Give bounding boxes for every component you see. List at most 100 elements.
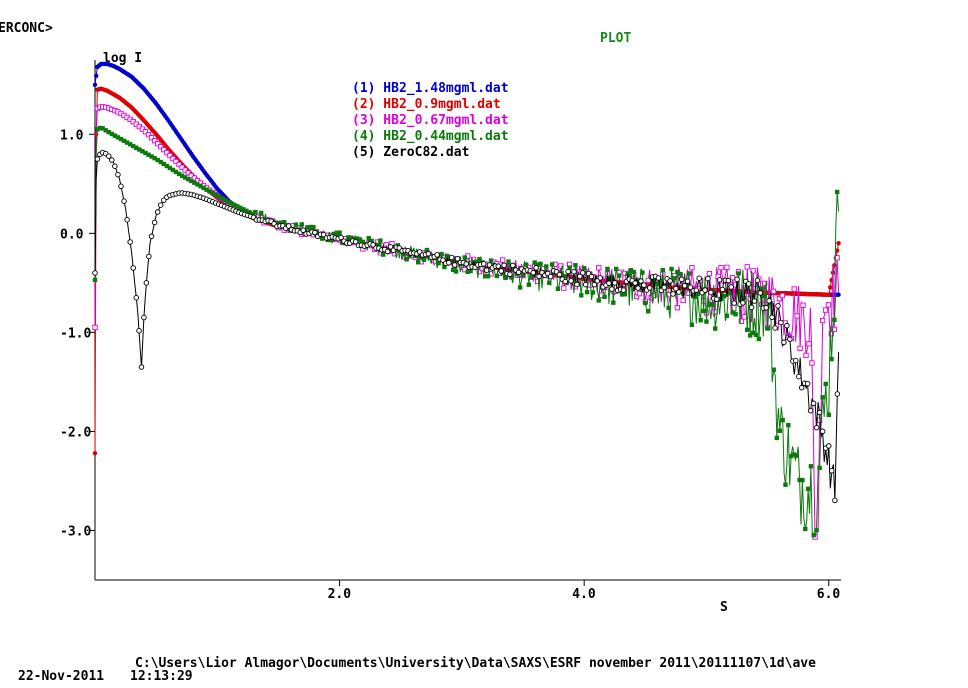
data-point (195, 182, 200, 187)
data-point (515, 269, 522, 276)
data-point (750, 330, 756, 336)
data-point (201, 185, 206, 191)
data-point (173, 158, 179, 165)
data-point (118, 183, 124, 190)
data-point (468, 268, 473, 274)
data-point (602, 294, 607, 300)
legend-entry-2: (2) HB2_0.9mgml.dat (352, 97, 501, 112)
data-point (797, 345, 803, 352)
data-point (176, 171, 182, 177)
data-point (803, 352, 809, 359)
x-axis-label: S (720, 600, 728, 615)
data-point (106, 129, 111, 135)
data-point (826, 292, 831, 297)
data-point (357, 237, 363, 242)
data-point (140, 149, 145, 154)
data-point (561, 273, 566, 279)
data-point (609, 286, 615, 292)
data-point (678, 276, 685, 283)
data-point (360, 239, 366, 245)
data-point (832, 497, 838, 504)
data-point (425, 251, 432, 257)
data-point (655, 275, 662, 281)
data-point (121, 198, 127, 204)
data-point (299, 222, 304, 227)
data-point (674, 305, 681, 311)
data-point (807, 407, 814, 414)
data-point (713, 296, 720, 303)
data-point (800, 477, 805, 483)
data-point (494, 273, 500, 279)
data-point (124, 216, 130, 223)
data-point (498, 268, 504, 274)
data-point (657, 278, 663, 283)
data-point (285, 223, 292, 229)
data-point (631, 269, 636, 275)
data-point (401, 251, 406, 257)
data-point (787, 336, 793, 342)
data-point (445, 253, 450, 259)
series-4 (92, 125, 840, 538)
data-point (681, 282, 688, 289)
data-point (535, 262, 540, 267)
data-point (646, 285, 653, 291)
data-point (718, 264, 724, 271)
data-point (638, 278, 644, 284)
data-point (811, 532, 816, 538)
data-point (538, 261, 543, 266)
data-point (532, 260, 537, 265)
data-point (596, 265, 602, 271)
data-point (207, 189, 212, 194)
data-point (450, 267, 456, 273)
x-tick-label: 2.0 (328, 587, 352, 602)
x-tick-label: 4.0 (572, 587, 596, 602)
data-point (689, 264, 695, 271)
data-point (829, 356, 834, 362)
series-5 (92, 149, 841, 504)
data-point (148, 233, 155, 240)
data-point (769, 314, 775, 321)
y-tick-label: -3.0 (60, 524, 91, 539)
plot-label: PLOT (600, 31, 631, 46)
data-point (733, 312, 738, 317)
data-point (331, 231, 336, 237)
data-point (820, 395, 825, 400)
data-point (573, 263, 578, 268)
data-point (155, 141, 161, 147)
data-point (547, 280, 552, 285)
file-path-text: C:\Users\Lior Almagor\Documents\Universi… (135, 656, 816, 671)
x-tick-label: 6.0 (817, 587, 841, 602)
data-point (529, 274, 534, 280)
data-point (482, 274, 488, 279)
data-point (745, 281, 752, 287)
data-point (558, 263, 564, 269)
data-point (829, 468, 835, 474)
data-point (832, 317, 837, 322)
data-point (740, 300, 746, 306)
data-point (198, 183, 203, 189)
data-point (100, 126, 105, 131)
data-point (421, 257, 427, 262)
data-point (474, 259, 479, 265)
data-point (734, 276, 740, 283)
data-point (145, 132, 152, 138)
data-point (448, 254, 455, 261)
data-point (813, 424, 820, 431)
data-point (670, 291, 676, 297)
data-point (556, 271, 563, 278)
data-point (786, 422, 791, 428)
data-point (738, 318, 745, 324)
data-point (831, 326, 837, 333)
data-point (762, 293, 767, 299)
data-point (622, 292, 628, 297)
data-point (635, 285, 641, 291)
data-point (765, 326, 770, 331)
data-point (766, 298, 772, 304)
data-point (565, 268, 571, 275)
program-label: ERCONC> (0, 21, 53, 36)
data-point (584, 289, 590, 295)
data-point (311, 224, 316, 230)
data-point (94, 73, 99, 79)
data-point (706, 270, 713, 277)
